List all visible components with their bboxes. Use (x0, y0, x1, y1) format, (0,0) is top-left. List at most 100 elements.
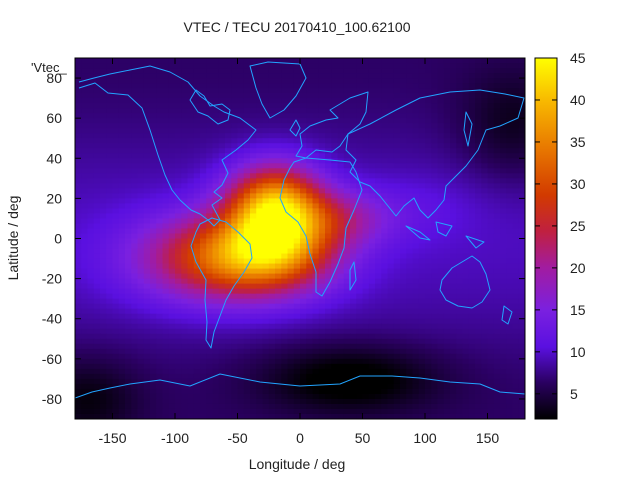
heatmap-cell (343, 238, 351, 245)
heatmap-cell (212, 338, 220, 345)
heatmap-cell (437, 133, 445, 139)
heatmap-cell (368, 158, 376, 164)
heatmap-cell (81, 273, 89, 280)
heatmap-cell (368, 388, 376, 395)
heatmap-cell (281, 98, 289, 104)
heatmap-cell (287, 313, 295, 320)
heatmap-cell (218, 333, 226, 340)
heatmap-cell (293, 373, 301, 380)
heatmap-cell (475, 203, 482, 210)
heatmap-cell (106, 168, 114, 174)
heatmap-cell (375, 118, 382, 124)
heatmap-cell (375, 343, 382, 350)
heatmap-cell (268, 193, 276, 199)
heatmap-cell (475, 108, 482, 114)
heatmap-cell (387, 163, 395, 169)
heatmap-cell (281, 63, 289, 69)
heatmap-cell (350, 193, 357, 199)
heatmap-cell (431, 373, 439, 380)
heatmap-cell (181, 133, 189, 139)
heatmap-cell (125, 198, 132, 204)
heatmap-cell (181, 268, 189, 275)
heatmap-cell (337, 243, 345, 250)
heatmap-cell (518, 253, 525, 260)
heatmap-cell (131, 143, 139, 149)
heatmap-cell (268, 138, 276, 144)
heatmap-cell (437, 308, 445, 315)
heatmap-cell (406, 118, 414, 124)
heatmap-cell (100, 178, 107, 184)
heatmap-cell (125, 148, 132, 154)
heatmap-cell (437, 343, 445, 350)
heatmap-cell (418, 228, 426, 235)
heatmap-cell (493, 363, 501, 370)
heatmap-cell (450, 158, 457, 164)
heatmap-cell (175, 263, 182, 270)
heatmap-cell (193, 268, 201, 275)
heatmap-cell (450, 353, 457, 360)
heatmap-cell (306, 198, 314, 204)
heatmap-cell (150, 183, 157, 189)
heatmap-cell (456, 268, 464, 275)
heatmap-cell (343, 63, 351, 69)
heatmap-cell (281, 153, 289, 159)
heatmap-cell (231, 103, 239, 109)
heatmap-cell (237, 283, 245, 290)
heatmap-cell (468, 173, 476, 179)
heatmap-cell (200, 378, 207, 385)
heatmap-cell (393, 183, 401, 189)
heatmap-cell (393, 228, 401, 235)
heatmap-cell (375, 383, 382, 390)
heatmap-cell (343, 123, 351, 129)
heatmap-cell (468, 258, 476, 265)
heatmap-cell (356, 138, 364, 144)
heatmap-cell (181, 128, 189, 134)
heatmap-cell (300, 303, 307, 310)
heatmap-cell (381, 258, 389, 265)
heatmap-cell (131, 328, 139, 335)
heatmap-cell (81, 163, 89, 169)
heatmap-cell (237, 373, 245, 380)
heatmap-cell (256, 118, 264, 124)
heatmap-cell (331, 368, 339, 375)
heatmap-cell (500, 238, 507, 245)
heatmap-cell (468, 333, 476, 340)
heatmap-cell (375, 358, 382, 365)
heatmap-cell (375, 398, 382, 405)
heatmap-cell (431, 73, 439, 79)
heatmap-cell (425, 83, 432, 89)
heatmap-cell (256, 313, 264, 320)
heatmap-cell (312, 213, 320, 220)
heatmap-cell (331, 208, 339, 215)
heatmap-cell (350, 353, 357, 360)
heatmap-cell (475, 353, 482, 360)
heatmap-cell (350, 308, 357, 315)
heatmap-cell (500, 303, 507, 310)
heatmap-cell (400, 323, 407, 330)
heatmap-cell (306, 258, 314, 265)
heatmap-cell (187, 238, 195, 245)
heatmap-cell (93, 198, 101, 204)
heatmap-cell (456, 58, 464, 64)
heatmap-cell (400, 273, 407, 280)
heatmap-cell (325, 138, 332, 144)
heatmap-cell (518, 78, 525, 84)
heatmap-cell (337, 338, 345, 345)
heatmap-cell (300, 248, 307, 255)
heatmap-cell (287, 363, 295, 370)
heatmap-cell (487, 73, 495, 79)
heatmap-cell (350, 293, 357, 300)
heatmap-cell (87, 178, 95, 184)
heatmap-cell (381, 173, 389, 179)
heatmap-cell (181, 263, 189, 270)
heatmap-cell (312, 128, 320, 134)
heatmap-cell (487, 318, 495, 325)
heatmap-cell (456, 383, 464, 390)
heatmap-cell (493, 268, 501, 275)
heatmap-cell (250, 383, 257, 390)
heatmap-cell (250, 318, 257, 325)
heatmap-cell (75, 293, 82, 300)
heatmap-cell (431, 258, 439, 265)
heatmap-cell (450, 63, 457, 69)
heatmap-cell (81, 373, 89, 380)
